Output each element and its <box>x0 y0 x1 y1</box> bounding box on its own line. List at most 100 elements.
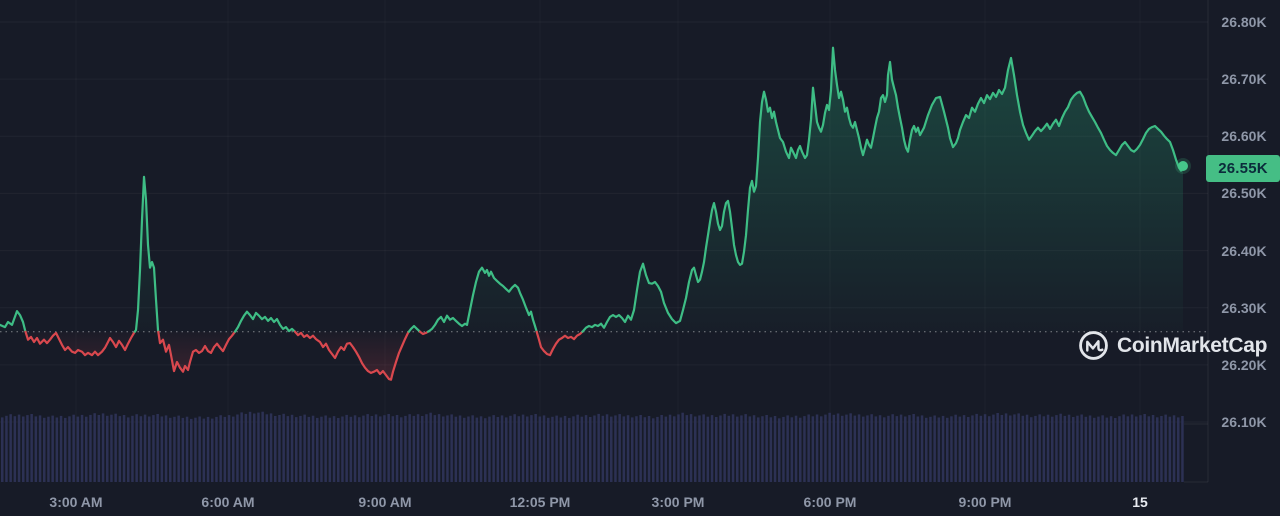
price-area-below <box>536 331 583 356</box>
volume-bar <box>282 413 285 482</box>
volume-bar <box>383 415 386 482</box>
volume-bar <box>1072 417 1075 482</box>
volume-bar <box>261 411 264 482</box>
volume-bar <box>1042 416 1046 482</box>
volume-bar <box>538 416 542 482</box>
volume-bar <box>1143 414 1146 482</box>
price-line-red <box>535 330 584 357</box>
volume-bar <box>1164 414 1167 482</box>
volume-bar <box>295 417 298 482</box>
volume-bar <box>223 416 227 482</box>
x-axis-tick-label: 9:00 PM <box>958 494 1012 510</box>
volume-bar <box>253 413 256 482</box>
volume-bar <box>899 414 903 482</box>
volume-bar <box>173 416 176 482</box>
volume-bar <box>463 417 466 482</box>
volume-bar <box>1181 416 1184 482</box>
volume-bar <box>832 414 836 482</box>
volume-bar <box>496 417 500 482</box>
volume-bar <box>38 415 42 482</box>
volume-bar <box>479 416 483 482</box>
volume-bar <box>446 415 449 482</box>
volume-bar <box>219 415 222 482</box>
volume-bar <box>240 412 243 482</box>
volume-bar <box>866 415 869 482</box>
volume-bar <box>647 416 651 482</box>
volume-bar <box>891 414 894 482</box>
volume-bar <box>815 414 819 482</box>
volume-bar <box>551 416 554 482</box>
volume-bar <box>416 414 420 482</box>
volume-bar <box>299 415 302 482</box>
volume-bar <box>316 417 319 482</box>
volume-bar <box>895 416 899 482</box>
volume-bar <box>366 414 369 482</box>
price-line-green <box>233 310 297 333</box>
volume-bar <box>22 416 25 482</box>
volume-bar <box>1097 416 1100 482</box>
volume-bar <box>475 417 479 482</box>
volume-bar <box>526 416 529 482</box>
x-axis-tick-label: 12:05 PM <box>509 494 571 510</box>
volume-bar <box>198 416 201 482</box>
volume-bar <box>1055 415 1058 482</box>
x-axis-tick-label: 15 <box>1132 494 1148 510</box>
volume-bar <box>303 414 306 482</box>
volume-bar <box>1139 415 1142 482</box>
watermark-text: CoinMarketCap <box>1117 333 1268 357</box>
y-axis-tick-label: 26.40K <box>1221 242 1267 259</box>
volume-bar <box>500 415 504 482</box>
volume-bar <box>786 415 789 482</box>
volume-bar <box>442 416 445 482</box>
volume-bar <box>110 414 113 482</box>
volume-bar <box>143 414 147 482</box>
volume-bar <box>916 416 920 482</box>
volume-bar <box>412 415 416 482</box>
volume-bar <box>148 416 151 482</box>
volume-bar <box>484 418 487 482</box>
volume-bar <box>454 416 458 482</box>
volume-bar <box>954 414 957 482</box>
volume-bar <box>635 416 638 482</box>
volume-bar <box>778 418 781 482</box>
volume-bar <box>337 418 340 482</box>
volume-bar <box>1038 414 1041 482</box>
volume-bar <box>47 416 50 482</box>
volume-bar <box>194 417 197 482</box>
volume-bar <box>698 415 701 482</box>
volume-bar <box>421 416 424 482</box>
volume-bar <box>1093 417 1096 482</box>
y-axis-tick-label: 26.20K <box>1221 356 1267 373</box>
volume-bar <box>9 414 12 482</box>
volume-bar <box>1084 416 1088 482</box>
volume-bar <box>1076 415 1079 482</box>
volume-bar <box>979 415 983 482</box>
volume-bar <box>17 414 21 482</box>
volume-bar <box>206 416 210 482</box>
volume-bar <box>1156 417 1159 482</box>
volume-bar <box>752 415 756 482</box>
volume-bar <box>996 413 999 482</box>
volume-bar <box>101 413 105 482</box>
volume-bar <box>185 416 189 482</box>
volume-bar <box>269 413 273 482</box>
volume-bar <box>467 416 470 482</box>
volume-bar <box>794 415 798 482</box>
volume-bar <box>782 416 785 482</box>
volume-bar <box>248 411 252 482</box>
volume-bar <box>639 415 642 482</box>
volume-bar <box>870 414 873 482</box>
volume-bar <box>471 415 474 482</box>
volume-bar <box>227 415 231 482</box>
volume-bar <box>862 416 865 482</box>
volume-bar <box>610 416 613 482</box>
volume-bar <box>408 414 411 482</box>
volume-bar <box>656 416 659 482</box>
volume-bar <box>992 414 995 482</box>
volume-bar <box>723 413 726 482</box>
volume-bar <box>883 417 886 482</box>
volume-bar <box>853 415 857 482</box>
volume-bar <box>773 416 777 482</box>
